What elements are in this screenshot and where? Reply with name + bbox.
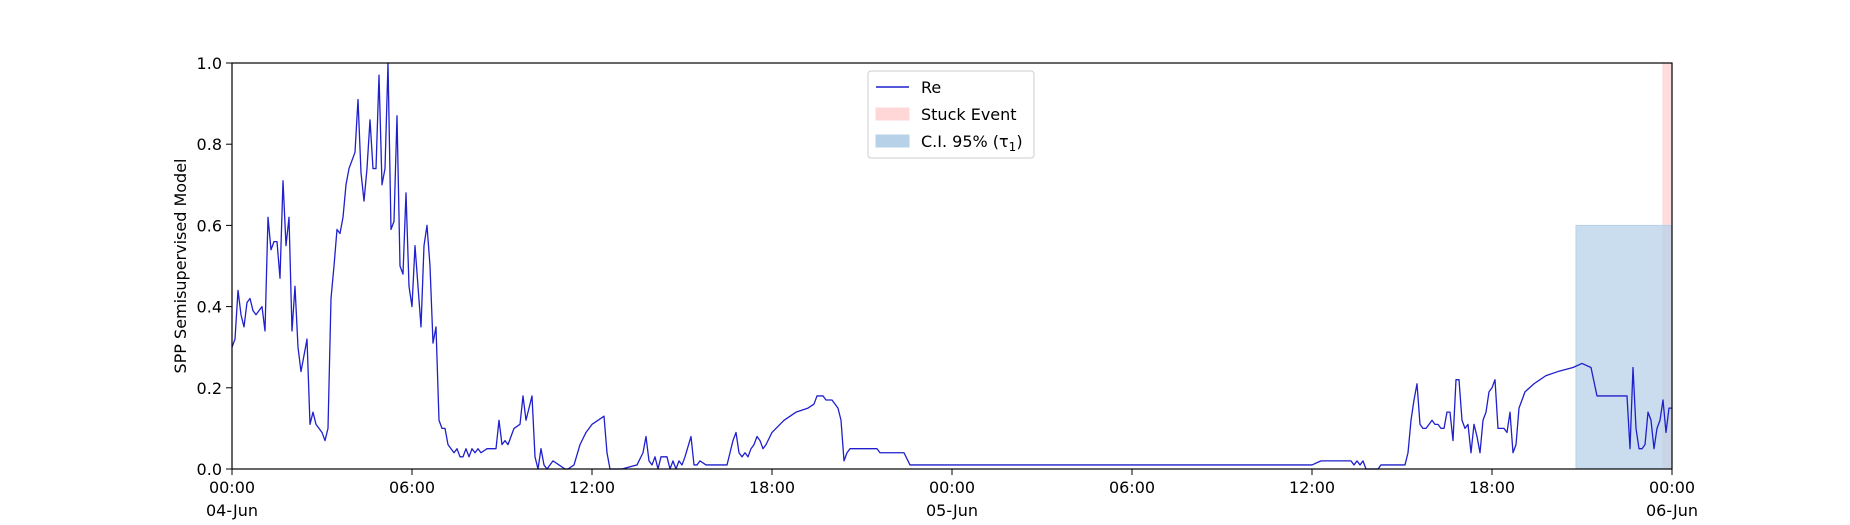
y-axis-label: SPP Semisupervised Model [171,159,190,374]
y-tick-label: 0.0 [197,460,222,479]
series-line-0 [231,62,1672,470]
x-tick-label: 18:00 [1469,478,1515,497]
x-tick-label: 05-Jun [926,501,978,520]
y-tick-label: 0.8 [197,135,222,154]
x-tick-label: 04-Jun [206,501,258,520]
x-tick-label: 18:00 [749,478,795,497]
x-tick-label: 06:00 [389,478,435,497]
x-tick-label: 00:00 [1649,478,1695,497]
x-tick-label: 00:00 [929,478,975,497]
x-tick-label: 00:00 [209,478,255,497]
legend-swatch [875,107,910,121]
x-tick-label: 06:00 [1109,478,1155,497]
y-tick-label: 0.6 [197,216,222,235]
legend-label: Stuck Event [921,105,1017,124]
x-axis: 00:0004-Jun190006:0012:0018:0000:0005-Ju… [206,469,1698,525]
y-axis: 0.0 0.2 0.4 0.6 0.8 1.0 [197,54,232,479]
y-tick-label: 0.4 [197,298,222,317]
legend-label: Re [921,78,941,97]
y-tick-label: 0.2 [197,379,222,398]
series-layer [231,62,1672,470]
legend: Re Stuck Event C.I. 95% (τ1) [867,70,1035,159]
region-1 [1575,224,1673,470]
legend-label: C.I. 95% (τ1) [921,132,1023,154]
x-tick-label: 12:00 [1289,478,1335,497]
y-tick-label: 1.0 [197,54,222,73]
shaded-regions [1575,62,1673,470]
x-tick-label: 12:00 [569,478,615,497]
legend-swatch [875,134,910,148]
x-tick-label: 06-Jun [1646,501,1698,520]
